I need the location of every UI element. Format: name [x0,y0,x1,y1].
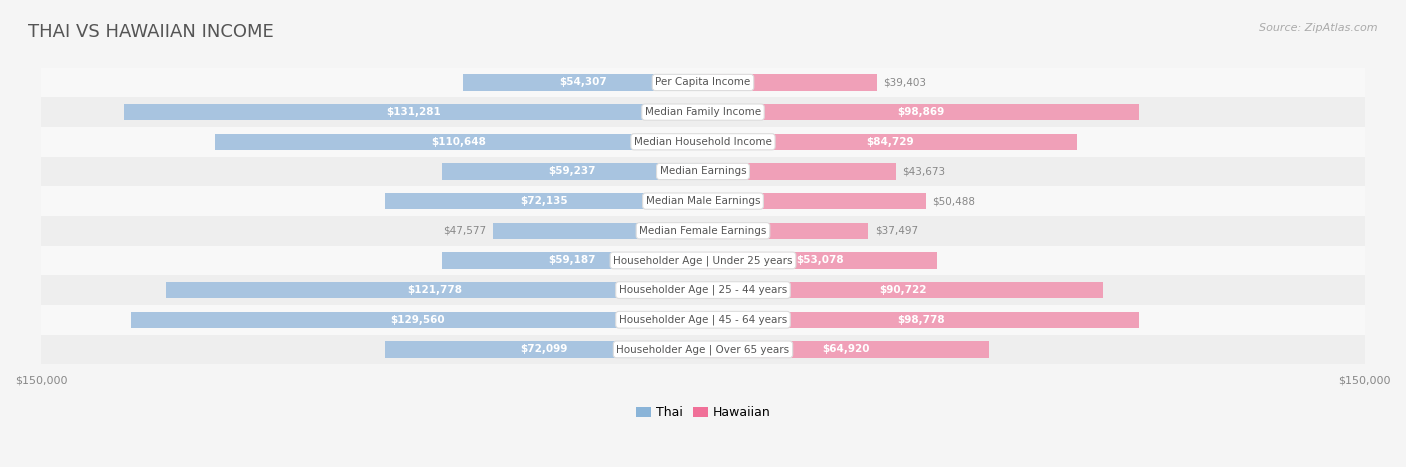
Text: $50,488: $50,488 [932,196,976,206]
Text: $59,187: $59,187 [548,255,596,265]
Bar [215,134,703,150]
Text: $110,648: $110,648 [432,137,486,147]
Bar [166,282,703,298]
Text: Median Household Income: Median Household Income [634,137,772,147]
Bar [703,252,938,269]
Bar [41,275,1365,305]
Text: $39,403: $39,403 [883,78,927,87]
Text: Householder Age | Under 25 years: Householder Age | Under 25 years [613,255,793,266]
Text: Householder Age | 25 - 44 years: Householder Age | 25 - 44 years [619,285,787,295]
Text: $54,307: $54,307 [560,78,607,87]
Bar [385,193,703,209]
Text: $129,560: $129,560 [389,315,444,325]
Text: $98,778: $98,778 [897,315,945,325]
Bar [703,311,1139,328]
Text: $47,577: $47,577 [443,226,486,236]
Text: Median Female Earnings: Median Female Earnings [640,226,766,236]
Text: Householder Age | 45 - 64 years: Householder Age | 45 - 64 years [619,314,787,325]
Bar [41,127,1365,156]
Bar [703,193,925,209]
Bar [703,74,877,91]
Bar [703,282,1104,298]
Bar [703,134,1077,150]
Bar [41,334,1365,364]
Text: $37,497: $37,497 [875,226,918,236]
Bar [703,223,869,239]
Text: Median Earnings: Median Earnings [659,166,747,177]
Bar [41,246,1365,275]
Bar [441,163,703,180]
Bar [494,223,703,239]
Bar [464,74,703,91]
Bar [41,97,1365,127]
Bar [703,163,896,180]
Text: Householder Age | Over 65 years: Householder Age | Over 65 years [616,344,790,354]
Text: Median Male Earnings: Median Male Earnings [645,196,761,206]
Text: $43,673: $43,673 [903,166,945,177]
Text: $72,099: $72,099 [520,344,568,354]
Text: $90,722: $90,722 [879,285,927,295]
Bar [131,311,703,328]
Text: $121,778: $121,778 [406,285,463,295]
Text: Per Capita Income: Per Capita Income [655,78,751,87]
Text: $53,078: $53,078 [796,255,844,265]
Text: $131,281: $131,281 [387,107,441,117]
Bar [41,305,1365,334]
Text: THAI VS HAWAIIAN INCOME: THAI VS HAWAIIAN INCOME [28,23,274,42]
Bar [385,341,703,358]
Bar [703,341,990,358]
Text: Source: ZipAtlas.com: Source: ZipAtlas.com [1260,23,1378,33]
Bar [124,104,703,120]
Bar [41,186,1365,216]
Text: $72,135: $72,135 [520,196,568,206]
Legend: Thai, Hawaiian: Thai, Hawaiian [636,406,770,419]
Text: $98,869: $98,869 [897,107,945,117]
Bar [41,68,1365,97]
Bar [41,216,1365,246]
Text: $84,729: $84,729 [866,137,914,147]
Text: Median Family Income: Median Family Income [645,107,761,117]
Text: $59,237: $59,237 [548,166,596,177]
Bar [41,156,1365,186]
Bar [441,252,703,269]
Bar [703,104,1139,120]
Text: $64,920: $64,920 [823,344,870,354]
